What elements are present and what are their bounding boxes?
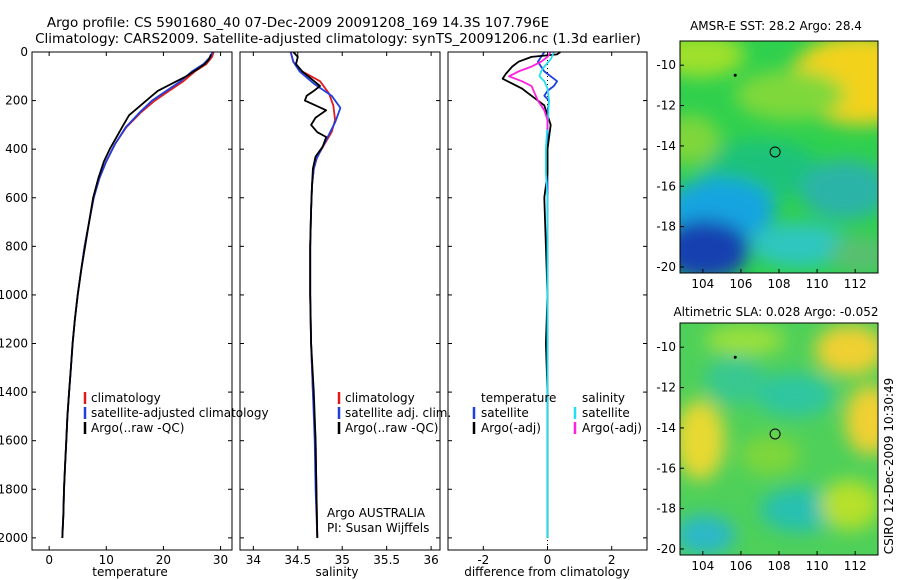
map-y-tick-label: -14: [656, 139, 676, 153]
map-y-tick-label: -18: [656, 220, 676, 234]
previous-position-marker: [733, 355, 737, 359]
y-tick-label: 1000: [0, 288, 28, 302]
legend-label-argo: Argo(..raw -QC): [91, 421, 184, 435]
y-tick-label: 0: [20, 45, 28, 59]
map-y-tick-label: -20: [656, 260, 676, 274]
map-x-tick-label: 108: [768, 277, 791, 291]
map-x-tick-label: 112: [844, 277, 867, 291]
map-x-tick-label: 106: [729, 559, 752, 573]
series-line-difference-2: [538, 51, 555, 538]
map-x-tick-label: 112: [844, 559, 867, 573]
map-y-tick-label: -16: [656, 179, 676, 193]
map-y-tick-label: -14: [656, 421, 676, 435]
temperature-xlabel: temperature: [92, 565, 167, 579]
x-tick-label: -2: [477, 553, 489, 567]
legend-label-argo: Argo(..raw -QC): [345, 421, 438, 435]
series-line-temperature-2: [61, 54, 212, 538]
sla-map-field: [680, 323, 878, 555]
x-tick-label: 0: [544, 553, 552, 567]
difference-legend: temperature satellite Argo(-adj) salinit…: [472, 391, 642, 435]
legend-label-temp-argo: Argo(-adj): [481, 421, 541, 435]
x-tick-label: 35.5: [373, 553, 400, 567]
x-tick-label: 2: [608, 553, 616, 567]
float-position-marker: [769, 146, 781, 158]
map-x-tick-label: 110: [806, 277, 829, 291]
x-tick-label: 34: [246, 553, 261, 567]
map-x-tick-label: 108: [768, 559, 791, 573]
series-line-temperature-0: [61, 51, 215, 538]
series-line-salinity-0: [289, 51, 337, 538]
difference-panel: -2 0 2 difference from climatology tempera…: [447, 51, 648, 579]
float-position-marker: [769, 428, 781, 440]
x-tick-label: 20: [156, 553, 171, 567]
legend-title-temperature: temperature: [481, 391, 556, 405]
x-tick-label: 35: [335, 553, 350, 567]
annotation-argo-australia: Argo AUSTRALIA: [327, 506, 426, 520]
legend-label-climatology: climatology: [91, 391, 161, 405]
legend-label-sal-satellite: satellite: [582, 406, 630, 420]
x-tick-label: 30: [213, 553, 228, 567]
legend-label-satellite-adjusted: satellite-adjusted climatology: [91, 406, 269, 420]
side-timestamp-label: CSIRO 12-Dec-2009 10:30:49: [882, 378, 896, 555]
map-y-tick-label: -16: [656, 461, 676, 475]
map-x-tick-label: 104: [691, 559, 714, 573]
difference-xlabel: difference from climatology: [464, 565, 630, 579]
y-tick-label: 1400: [0, 385, 28, 399]
map-x-tick-label: 106: [729, 277, 752, 291]
series-line-difference-3: [508, 51, 552, 130]
temperature-legend: climatology satellite-adjusted climatolo…: [83, 391, 269, 435]
y-tick-label: 600: [5, 191, 28, 205]
y-tick-label: 1800: [0, 482, 28, 496]
map-x-tick-label: 104: [691, 277, 714, 291]
previous-position-marker: [733, 73, 737, 77]
map-y-tick-label: -10: [656, 340, 676, 354]
sla-map-panel: Altimetric SLA: 0.028 Argo: -0.052 104 10…: [656, 305, 878, 573]
y-tick-label: 2000: [0, 531, 28, 545]
series-line-temperature-1: [61, 51, 214, 538]
salinity-xlabel: salinity: [315, 565, 358, 579]
map-y-tick-label: -10: [656, 58, 676, 72]
x-tick-label: 0: [45, 553, 53, 567]
y-tick-label: 1200: [0, 337, 28, 351]
series-line-difference-1: [501, 51, 561, 538]
annotation-pi-name: PI: Susan Wijffels: [327, 521, 429, 535]
figure-title-line2: Climatology: CARS2009. Satellite-adjuste…: [35, 31, 641, 47]
y-tick-label: 200: [5, 94, 28, 108]
legend-label-temp-satellite: satellite: [481, 406, 529, 420]
sst-map-field: [680, 41, 878, 273]
x-tick-label: 10: [99, 553, 114, 567]
salinity-legend: climatology satellite adj. clim. Argo(..…: [337, 391, 451, 435]
legend-label-satellite-adj: satellite adj. clim.: [345, 406, 451, 420]
x-tick-label: 34.5: [284, 553, 311, 567]
salinity-panel: 34 34.5 35 35.5 36 salinity climatology sate…: [239, 51, 451, 579]
legend-title-salinity: salinity: [582, 391, 625, 405]
map-y-tick-label: -12: [656, 381, 676, 395]
map-x-tick-label: 110: [806, 559, 829, 573]
figure-title-line1: Argo profile: CS 5901680_40 07-Dec-2009 …: [47, 15, 549, 31]
x-tick-label: 36: [423, 553, 438, 567]
map-y-tick-label: -12: [656, 99, 676, 113]
sla-map-title: Altimetric SLA: 0.028 Argo: -0.052: [673, 305, 878, 319]
y-tick-label: 400: [5, 142, 28, 156]
temperature-axes-box: [31, 51, 233, 551]
sst-map-panel: AMSR-E SST: 28.2 Argo: 28.4 104 106 108 110…: [656, 19, 879, 291]
map-y-tick-label: -20: [656, 542, 676, 556]
sst-map-title: AMSR-E SST: 28.2 Argo: 28.4: [690, 19, 862, 33]
salinity-axes-box: [239, 51, 441, 551]
y-tick-label: 1600: [0, 434, 28, 448]
map-y-tick-label: -18: [656, 502, 676, 516]
temperature-panel: 0 10 20 30 0 200 400 600 800 1000 1200 1400 1600 1800…: [0, 45, 269, 579]
legend-label-sal-argo: Argo(-adj): [582, 421, 642, 435]
legend-label-climatology: climatology: [345, 391, 415, 405]
y-tick-label: 800: [5, 239, 28, 253]
series-line-salinity-2: [292, 51, 328, 538]
